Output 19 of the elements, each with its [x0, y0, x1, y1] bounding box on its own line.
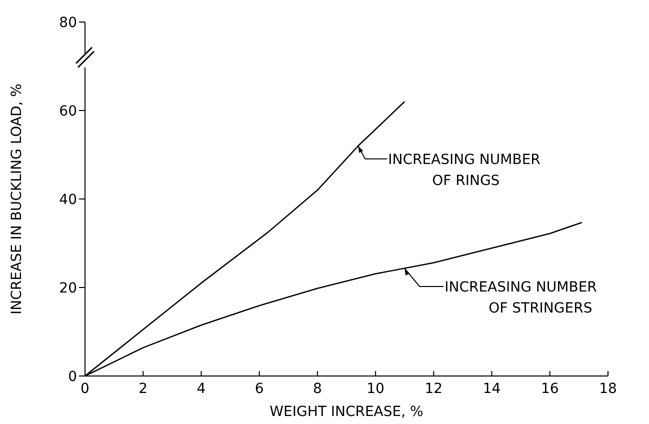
x-tick-label: 2: [138, 380, 148, 397]
x-axis-title: WEIGHT INCREASE, %: [270, 404, 424, 420]
y-axis-title: INCREASE IN BUCKLING LOAD, %: [8, 84, 25, 314]
y-tick-label: 40: [59, 192, 77, 208]
annotation: INCREASING NUMBER OF STRINGERS: [444, 279, 598, 316]
y-tick-label: 20: [59, 280, 77, 296]
y-tick-label: 80: [59, 14, 77, 31]
x-tick-label: 10: [366, 380, 384, 397]
x-tick-label: 6: [254, 380, 264, 397]
y-tick-label: 60: [59, 103, 77, 120]
x-tick-label: 16: [540, 380, 559, 397]
x-tick-label: 4: [196, 380, 206, 397]
x-tick-label: 14: [482, 380, 501, 397]
x-tick-label: 18: [599, 380, 617, 397]
x-tick-label: 12: [424, 380, 443, 397]
x-tick-label: 0: [80, 380, 90, 397]
x-tick-label: 8: [312, 380, 322, 397]
y-tick-label: 0: [68, 368, 77, 385]
annotation: INCREASING NUMBER OF RINGS: [388, 152, 541, 189]
